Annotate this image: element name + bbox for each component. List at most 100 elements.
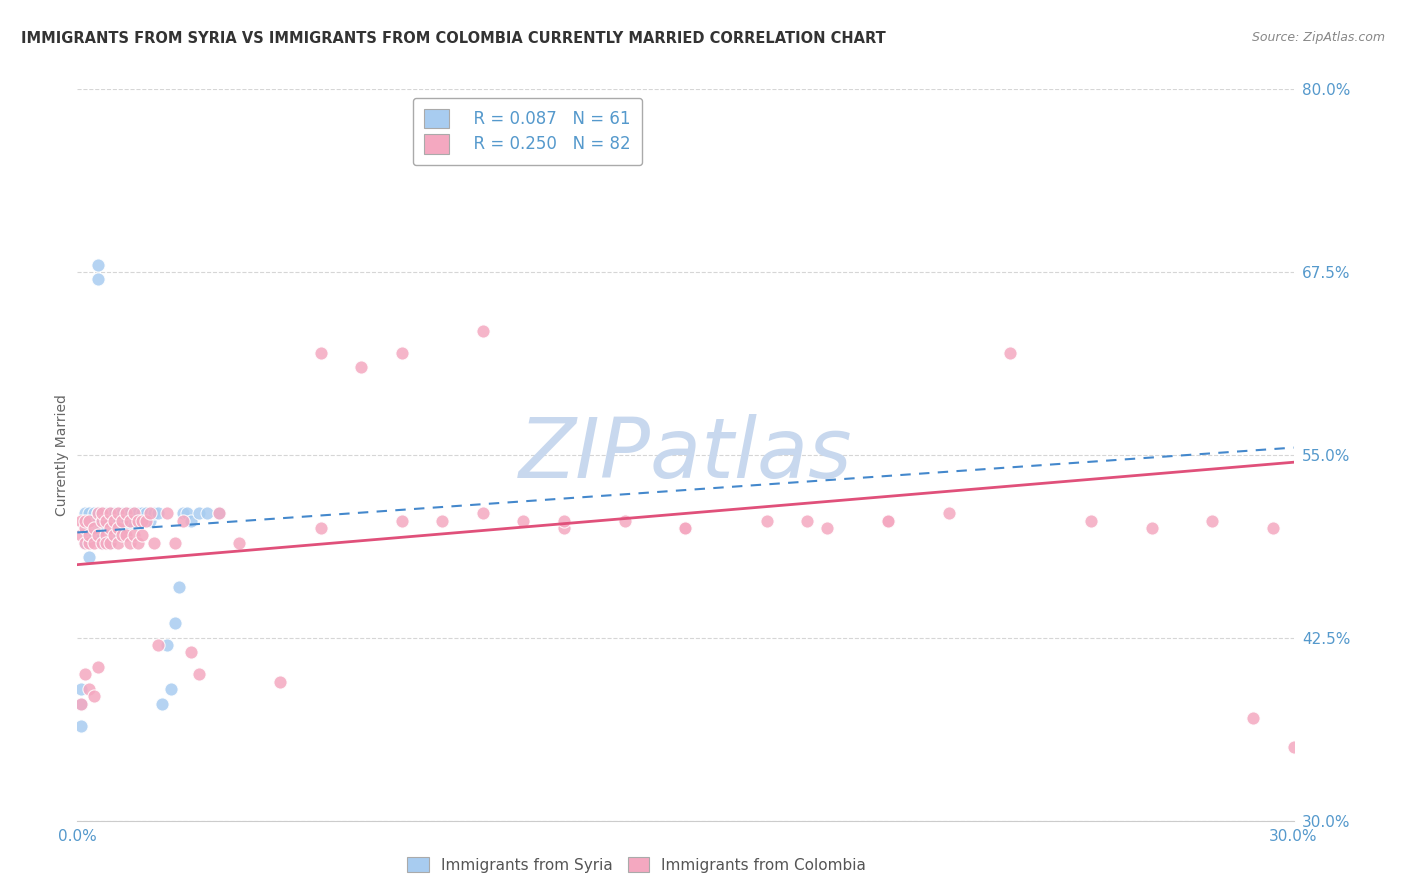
Point [107, 507, 129, 521]
Point [79, 681, 101, 696]
Point [75, 514, 97, 528]
Point [115, 528, 138, 542]
Point [188, 507, 211, 521]
Point [938, 507, 960, 521]
Point [180, 514, 202, 528]
Point [391, 514, 413, 528]
Point [79, 535, 101, 549]
Point [86, 528, 108, 542]
Point [127, 514, 149, 528]
Point [70, 697, 93, 711]
Point [111, 514, 134, 528]
Point [1201, 514, 1223, 528]
Point [107, 521, 129, 535]
Point [118, 514, 141, 528]
Point [135, 514, 157, 528]
Point [103, 528, 125, 542]
Point [75, 667, 97, 681]
Point [75, 507, 97, 521]
Point [70, 528, 93, 542]
Point [208, 507, 231, 521]
Point [90, 514, 112, 528]
Point [79, 528, 101, 542]
Point [86, 258, 108, 272]
Point [118, 535, 141, 549]
Point [79, 514, 101, 528]
Point [98, 535, 121, 549]
Point [70, 514, 93, 528]
Point [269, 674, 291, 689]
Point [309, 345, 332, 359]
Point [163, 616, 186, 631]
Point [1241, 711, 1264, 725]
Point [172, 507, 194, 521]
Point [188, 667, 211, 681]
Point [471, 507, 494, 521]
Point [94, 507, 117, 521]
Point [75, 535, 97, 549]
Point [195, 507, 218, 521]
Point [553, 521, 575, 535]
Point [86, 660, 108, 674]
Point [127, 507, 149, 521]
Point [75, 514, 97, 528]
Point [79, 514, 101, 528]
Point [86, 528, 108, 542]
Point [90, 507, 112, 521]
Point [94, 514, 117, 528]
Point [512, 514, 534, 528]
Point [143, 535, 166, 549]
Point [1282, 740, 1305, 755]
Point [471, 324, 494, 338]
Point [309, 521, 332, 535]
Point [79, 550, 101, 565]
Point [148, 638, 170, 652]
Point [143, 507, 166, 521]
Point [115, 507, 138, 521]
Point [553, 514, 575, 528]
Point [103, 507, 125, 521]
Point [139, 514, 162, 528]
Point [90, 521, 112, 535]
Point [755, 514, 778, 528]
Point [90, 535, 112, 549]
Point [94, 514, 117, 528]
Point [86, 514, 108, 528]
Point [98, 514, 121, 528]
Point [131, 507, 153, 521]
Point [131, 514, 153, 528]
Point [75, 535, 97, 549]
Point [83, 514, 105, 528]
Point [86, 507, 108, 521]
Point [148, 507, 170, 521]
Point [122, 528, 145, 542]
Point [391, 345, 413, 359]
Point [83, 521, 105, 535]
Text: ZIPatlas: ZIPatlas [519, 415, 852, 495]
Point [75, 521, 97, 535]
Point [180, 645, 202, 659]
Point [1080, 514, 1102, 528]
Point [115, 521, 138, 535]
Point [107, 535, 129, 549]
Point [675, 521, 697, 535]
Point [90, 514, 112, 528]
Point [107, 514, 129, 528]
Point [675, 521, 697, 535]
Point [70, 718, 93, 732]
Point [998, 345, 1021, 359]
Legend: Immigrants from Syria, Immigrants from Colombia: Immigrants from Syria, Immigrants from C… [401, 851, 873, 879]
Point [70, 681, 93, 696]
Point [159, 681, 181, 696]
Point [107, 507, 129, 521]
Point [350, 360, 373, 375]
Point [139, 507, 162, 521]
Point [176, 507, 198, 521]
Point [98, 521, 121, 535]
Point [815, 521, 838, 535]
Point [70, 697, 93, 711]
Point [107, 528, 129, 542]
Point [228, 535, 250, 549]
Point [98, 507, 121, 521]
Point [86, 272, 108, 286]
